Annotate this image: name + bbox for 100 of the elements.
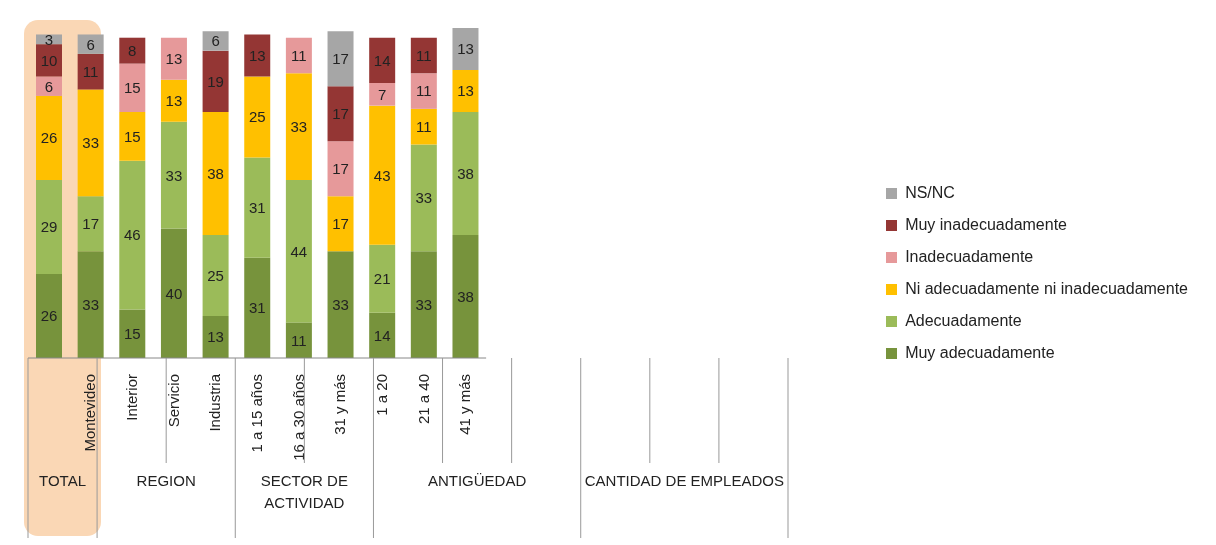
x-tick-label: Interior xyxy=(123,374,141,421)
x-tick-label: Industria xyxy=(206,373,224,432)
data-label: 3 xyxy=(44,30,54,48)
data-label: 11 xyxy=(82,63,99,80)
bar xyxy=(285,180,312,323)
data-label: 33 xyxy=(165,166,183,184)
bar xyxy=(77,251,104,358)
data-label: 31 xyxy=(248,299,266,317)
legend-label: NS/NC xyxy=(905,184,955,202)
bar xyxy=(160,121,187,229)
bar xyxy=(369,244,396,313)
data-label: 10 xyxy=(40,51,58,69)
x-tick-label: Montevideo xyxy=(81,374,99,452)
x-tick-label: Servicio xyxy=(164,374,182,428)
bar xyxy=(369,37,396,83)
bar xyxy=(119,37,146,64)
bar xyxy=(285,322,312,358)
x-tick-label: 31 y más xyxy=(331,374,349,435)
bar xyxy=(77,34,104,54)
bar xyxy=(410,37,437,74)
data-label: 33 xyxy=(415,189,433,207)
data-label: 8 xyxy=(128,41,137,59)
data-label: 11 xyxy=(291,331,307,349)
data-label: 33 xyxy=(82,295,99,313)
data-label: 6 xyxy=(44,77,54,95)
bar xyxy=(160,228,187,358)
data-label: 11 xyxy=(416,82,432,100)
data-label: 13 xyxy=(165,50,183,68)
bar xyxy=(452,28,479,71)
data-label: 11 xyxy=(416,118,432,135)
bar xyxy=(77,89,104,197)
data-label: 25 xyxy=(248,108,266,126)
data-label: 17 xyxy=(332,215,349,233)
bar xyxy=(410,73,437,109)
data-label: 14 xyxy=(373,326,391,344)
data-label: 17 xyxy=(332,105,349,123)
data-label: 46 xyxy=(123,226,141,244)
data-label: 13 xyxy=(457,82,474,100)
data-label: 6 xyxy=(86,35,95,53)
data-label: 26 xyxy=(40,129,58,147)
bar xyxy=(369,105,396,245)
bar xyxy=(244,76,271,158)
bar xyxy=(160,37,187,80)
bar xyxy=(410,144,437,252)
bar xyxy=(452,235,479,358)
text: TOTAL xyxy=(38,471,87,491)
bar xyxy=(410,108,437,145)
data-label: 6 xyxy=(211,32,220,50)
data-label: 43 xyxy=(373,166,391,184)
bar xyxy=(327,196,354,252)
bar xyxy=(77,53,104,90)
legend-label: Muy adecuadamente xyxy=(905,344,1055,362)
bar xyxy=(202,235,229,316)
data-label: 15 xyxy=(123,127,141,145)
legend-label: Adecuadamente xyxy=(905,312,1022,330)
x-tick-label: 16 a 30 años xyxy=(289,374,307,461)
bar xyxy=(452,112,479,236)
bar xyxy=(327,251,354,358)
bar xyxy=(202,315,229,358)
bar xyxy=(369,83,396,106)
bar xyxy=(285,73,312,181)
bar xyxy=(119,160,146,310)
bar xyxy=(327,86,354,142)
data-label: 25 xyxy=(207,266,224,284)
text: REGION xyxy=(135,471,197,491)
data-label: 38 xyxy=(457,287,474,305)
bar xyxy=(244,157,271,258)
data-label: 11 xyxy=(291,46,307,64)
text: CANTIDAD DE EMPLEADOS xyxy=(583,471,785,491)
bar xyxy=(36,95,62,181)
bar xyxy=(202,112,229,236)
data-label: 13 xyxy=(457,40,474,58)
data-label: 15 xyxy=(123,325,141,343)
bar xyxy=(285,37,312,74)
data-label: 13 xyxy=(248,46,266,64)
bar xyxy=(410,251,437,358)
x-tick-label: 41 y más xyxy=(456,374,474,435)
data-label: 17 xyxy=(332,50,349,68)
bar xyxy=(202,50,229,113)
data-label: 33 xyxy=(415,295,433,313)
data-label: 40 xyxy=(165,284,183,302)
x-tick-label: 21 a 40 xyxy=(414,374,432,425)
data-label: 31 xyxy=(248,198,266,216)
text: ANTIGÜEDAD xyxy=(426,471,528,491)
data-label: 15 xyxy=(123,79,141,97)
data-label: 7 xyxy=(378,85,387,103)
bar xyxy=(327,31,354,87)
bar xyxy=(36,44,62,77)
data-label: 13 xyxy=(165,92,183,110)
bar xyxy=(119,309,146,358)
bar xyxy=(119,112,146,161)
x-tick-label: 1 a 20 xyxy=(373,374,391,416)
data-label: 17 xyxy=(332,160,349,178)
bar xyxy=(369,312,396,358)
bar xyxy=(36,273,62,358)
bar xyxy=(244,34,271,77)
data-label: 44 xyxy=(290,242,308,260)
data-label: 33 xyxy=(332,295,349,313)
data-label: 19 xyxy=(207,72,224,90)
legend-label: Muy inadecuadamente xyxy=(905,216,1068,234)
